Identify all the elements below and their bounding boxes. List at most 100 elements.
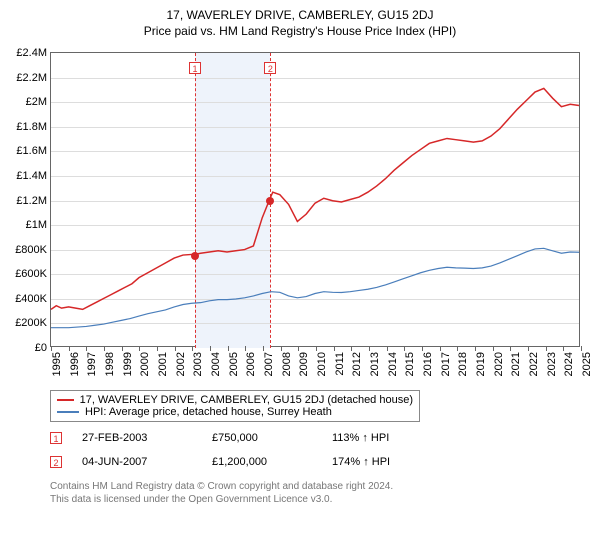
y-tick-label: £400K — [15, 293, 47, 305]
x-tick-label: 2000 — [139, 352, 151, 376]
x-tick-label: 2020 — [493, 352, 505, 376]
x-tick-label: 2013 — [369, 352, 381, 376]
transaction-row: 127-FEB-2003£750,000113% ↑ HPI — [50, 432, 389, 444]
series-svg — [51, 53, 579, 346]
x-tick-label: 2001 — [157, 352, 169, 376]
y-tick-label: £1.6M — [16, 145, 47, 157]
legend-row: HPI: Average price, detached house, Surr… — [57, 406, 413, 418]
x-tick-label: 2003 — [192, 352, 204, 376]
x-tick — [210, 346, 211, 351]
transaction-row: 2 04-JUN-2007 £1,200,000 174% ↑ HPI — [50, 456, 390, 468]
x-tick — [122, 346, 123, 351]
transaction-pct: 174% ↑ HPI — [332, 456, 390, 468]
y-tick-label: £800K — [15, 244, 47, 256]
x-tick-label: 2004 — [210, 352, 222, 376]
y-tick-label: £2.2M — [16, 72, 47, 84]
y-tick-label: £1M — [26, 219, 47, 231]
transaction-date: 27-FEB-2003 — [82, 432, 192, 444]
x-tick — [263, 346, 264, 351]
x-tick — [157, 346, 158, 351]
legend-label: 17, WAVERLEY DRIVE, CAMBERLEY, GU15 2DJ … — [80, 394, 413, 406]
x-tick — [281, 346, 282, 351]
x-tick — [369, 346, 370, 351]
x-tick-label: 2009 — [298, 352, 310, 376]
x-tick — [546, 346, 547, 351]
y-tick-label: £0 — [35, 342, 47, 354]
x-tick — [440, 346, 441, 351]
x-tick-label: 2008 — [281, 352, 293, 376]
data-dot — [266, 197, 274, 205]
legend-row: 17, WAVERLEY DRIVE, CAMBERLEY, GU15 2DJ … — [57, 394, 413, 406]
x-tick-label: 2010 — [316, 352, 328, 376]
x-tick-label: 2016 — [422, 352, 434, 376]
y-tick-label: £1.4M — [16, 170, 47, 182]
x-tick-label: 2011 — [334, 352, 346, 376]
x-tick-label: 2018 — [457, 352, 469, 376]
x-tick-label: 1997 — [86, 352, 98, 376]
x-tick-label: 2024 — [563, 352, 575, 376]
x-tick — [404, 346, 405, 351]
footer-line-1: Contains HM Land Registry data © Crown c… — [50, 480, 393, 493]
x-tick — [510, 346, 511, 351]
y-tick-label: £1.8M — [16, 121, 47, 133]
x-tick — [457, 346, 458, 351]
x-tick — [422, 346, 423, 351]
x-tick-label: 2006 — [245, 352, 257, 376]
legend-swatch — [57, 411, 79, 413]
x-tick-label: 1995 — [51, 352, 63, 376]
footer-line-2: This data is licensed under the Open Gov… — [50, 493, 393, 506]
x-tick — [298, 346, 299, 351]
y-tick-label: £1.2M — [16, 195, 47, 207]
x-tick-label: 2005 — [228, 352, 240, 376]
x-tick — [192, 346, 193, 351]
x-tick-label: 2015 — [404, 352, 416, 376]
x-tick-label: 2022 — [528, 352, 540, 376]
x-tick-label: 1999 — [122, 352, 134, 376]
transaction-marker: 1 — [50, 432, 62, 444]
x-tick-label: 2012 — [351, 352, 363, 376]
chart-subtitle: Price paid vs. HM Land Registry's House … — [0, 24, 600, 38]
x-tick-label: 2007 — [263, 352, 275, 376]
chart-title: 17, WAVERLEY DRIVE, CAMBERLEY, GU15 2DJ — [0, 8, 600, 22]
x-tick — [51, 346, 52, 351]
x-tick-label: 2025 — [581, 352, 593, 376]
transaction-price: £750,000 — [212, 432, 312, 444]
transaction-marker: 2 — [50, 456, 62, 468]
y-tick-label: £600K — [15, 268, 47, 280]
x-tick — [475, 346, 476, 351]
x-tick — [228, 346, 229, 351]
x-tick — [139, 346, 140, 351]
x-tick — [69, 346, 70, 351]
transaction-date: 04-JUN-2007 — [82, 456, 192, 468]
plot-area: 12 £0£200K£400K£600K£800K£1M£1.2M£1.4M£1… — [50, 52, 580, 347]
x-tick — [581, 346, 582, 351]
x-tick — [387, 346, 388, 351]
x-tick-label: 2023 — [546, 352, 558, 376]
x-tick — [104, 346, 105, 351]
x-tick-label: 2019 — [475, 352, 487, 376]
data-dot — [191, 252, 199, 260]
legend: 17, WAVERLEY DRIVE, CAMBERLEY, GU15 2DJ … — [50, 390, 420, 422]
x-tick — [493, 346, 494, 351]
y-tick-label: £2.4M — [16, 47, 47, 59]
series-hpi — [51, 248, 579, 327]
x-tick-label: 2017 — [440, 352, 452, 376]
transaction-price: £1,200,000 — [212, 456, 312, 468]
series-property — [51, 88, 579, 309]
legend-label: HPI: Average price, detached house, Surr… — [85, 406, 332, 418]
x-tick-label: 2002 — [175, 352, 187, 376]
legend-swatch — [57, 399, 74, 401]
x-tick — [316, 346, 317, 351]
x-tick — [563, 346, 564, 351]
x-tick-label: 1996 — [69, 352, 81, 376]
x-tick — [245, 346, 246, 351]
y-tick-label: £2M — [26, 96, 47, 108]
x-tick — [86, 346, 87, 351]
y-tick-label: £200K — [15, 317, 47, 329]
x-tick-label: 2021 — [510, 352, 522, 376]
x-tick — [351, 346, 352, 351]
footer: Contains HM Land Registry data © Crown c… — [50, 480, 393, 506]
x-tick — [334, 346, 335, 351]
x-tick-label: 1998 — [104, 352, 116, 376]
x-tick-label: 2014 — [387, 352, 399, 376]
